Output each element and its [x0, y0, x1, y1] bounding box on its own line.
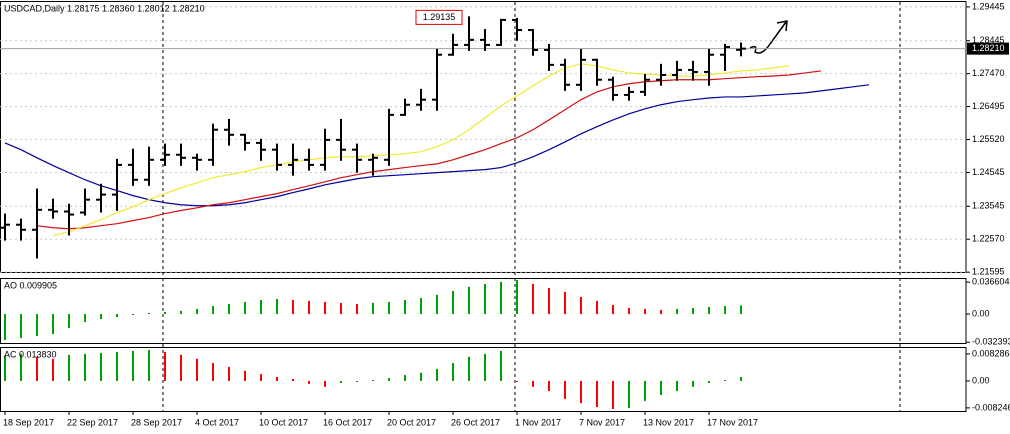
last-price-box	[967, 42, 1009, 55]
panel-title: AO 0.009905	[4, 280, 57, 290]
ohlc-bar	[560, 58, 570, 91]
y-tick-label: 0.00	[972, 375, 990, 385]
y-tick-label: 0.00	[972, 308, 990, 318]
ohlc-bar	[736, 42, 746, 57]
panel-frame	[0, 347, 967, 412]
x-tick-label: 7 Nov 2017	[579, 417, 625, 427]
last-price-label: 1.28210	[972, 43, 1005, 53]
ohlc-bar	[592, 58, 602, 86]
ohlc-bar	[528, 29, 538, 56]
ohlc-bar	[640, 73, 650, 96]
ohlc-bar	[32, 188, 42, 259]
ohlc-bar	[16, 218, 26, 241]
ohlc-bar	[128, 148, 138, 186]
moving-average	[52, 63, 790, 237]
x-tick-label: 13 Nov 2017	[643, 417, 694, 427]
y-tick-label: 0.036604	[972, 277, 1010, 287]
x-tick-label: 4 Oct 2017	[195, 417, 239, 427]
ohlc-bar	[288, 143, 298, 176]
y-tick-label: 1.22570	[972, 234, 1005, 244]
ohlc-bar	[192, 153, 202, 171]
x-tick-label: 20 Oct 2017	[387, 417, 436, 427]
x-tick-label: 26 Oct 2017	[451, 417, 500, 427]
y-tick-label: -0.008246	[972, 402, 1010, 412]
x-tick-label: 1 Nov 2017	[515, 417, 561, 427]
ohlc-bar	[256, 138, 266, 161]
ohlc-bar	[80, 188, 90, 216]
panel-title: AC 0.013830	[4, 349, 57, 359]
x-tick-label: 10 Oct 2017	[259, 417, 308, 427]
y-tick-label: 0.008286	[972, 348, 1010, 358]
ohlc-bar	[320, 128, 330, 171]
x-tick-label: 16 Oct 2017	[323, 417, 372, 427]
x-tick-label: 17 Nov 2017	[707, 417, 758, 427]
panel-frame	[0, 1, 967, 273]
y-tick-label: 1.29445	[972, 1, 1005, 11]
ohlc-bar	[304, 148, 314, 171]
ohlc-bar	[624, 86, 634, 101]
ohlc-bar	[112, 158, 122, 211]
ohlc-bar	[576, 48, 586, 91]
ohlc-bar	[352, 143, 362, 173]
ohlc-bar	[480, 29, 490, 51]
ohlc-bar	[336, 118, 346, 161]
x-tick-label: 22 Sep 2017	[67, 417, 118, 427]
ohlc-bar	[512, 17, 522, 41]
ohlc-bar	[368, 153, 378, 176]
ohlc-bar	[464, 16, 474, 51]
annotation: 1.29135	[423, 12, 456, 22]
panel-frame	[0, 278, 967, 344]
ohlc-bar	[208, 123, 218, 166]
y-tick-label: -0.032393	[972, 337, 1010, 347]
x-tick-label: 28 Sep 2017	[131, 417, 182, 427]
ohlc-bar	[96, 183, 106, 213]
ohlc-bar	[160, 143, 170, 166]
ohlc-bar	[48, 198, 58, 219]
ohlc-bar	[704, 48, 714, 86]
ohlc-bar	[0, 213, 10, 241]
panel-title: USDCAD,Daily 1.28175 1.28360 1.28012 1.2…	[4, 3, 205, 13]
y-tick-label: 1.26495	[972, 101, 1005, 111]
ohlc-bar	[64, 203, 74, 236]
ohlc-bar	[720, 43, 730, 71]
ohlc-bar	[544, 43, 554, 71]
y-tick-label: 1.23545	[972, 201, 1005, 211]
y-tick-label: 1.28445	[972, 35, 1005, 45]
x-tick-label: 18 Sep 2017	[3, 417, 54, 427]
drawn-arrow	[749, 20, 788, 54]
ohlc-bar	[448, 33, 458, 56]
ohlc-bar	[656, 63, 666, 86]
y-tick-label: 1.25520	[972, 134, 1005, 144]
ohlc-bar	[384, 108, 394, 166]
y-tick-label: 1.24545	[972, 167, 1005, 177]
ohlc-bar	[416, 88, 426, 111]
ohlc-bar	[144, 146, 154, 186]
ohlc-bar	[240, 133, 250, 151]
ohlc-bar	[400, 98, 410, 116]
ohlc-bar	[432, 48, 442, 111]
y-tick-label: 1.27470	[972, 68, 1005, 78]
moving-average	[36, 70, 822, 230]
y-tick-label: 1.21595	[972, 267, 1005, 277]
ohlc-bar	[688, 60, 698, 81]
ohlc-bar	[224, 118, 234, 146]
ohlc-bar	[176, 143, 186, 166]
annotation-box	[415, 9, 463, 25]
ohlc-bar	[272, 143, 282, 171]
ohlc-bar	[496, 18, 506, 46]
ohlc-bar	[608, 76, 618, 101]
ohlc-bar	[672, 60, 682, 81]
